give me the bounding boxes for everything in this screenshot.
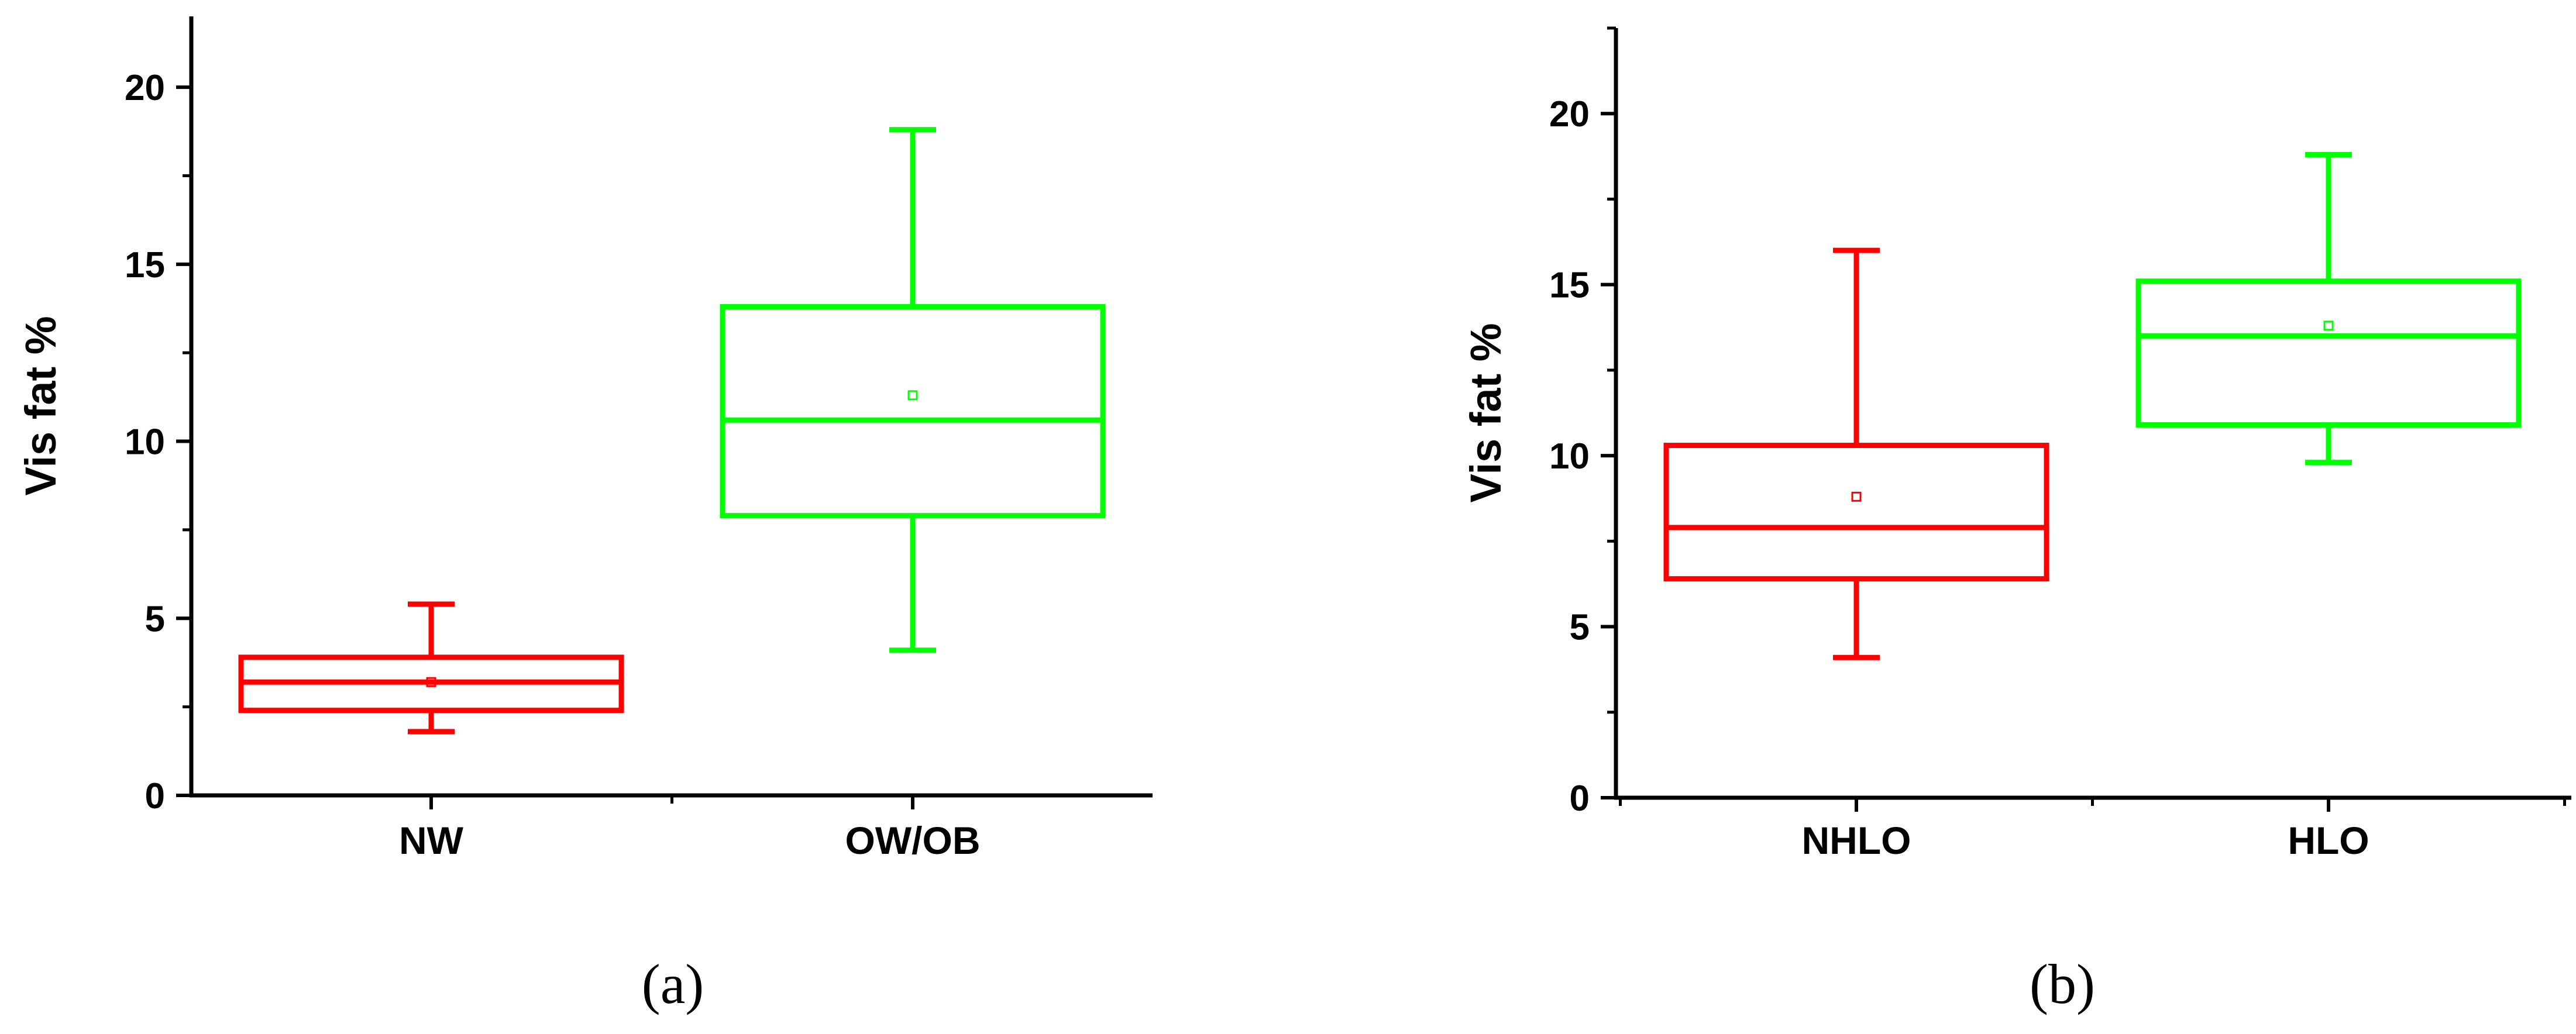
box-plot-ow-ob bbox=[720, 127, 1106, 653]
y-tick-label: 0 bbox=[145, 776, 165, 816]
y-tick-label: 10 bbox=[125, 422, 165, 463]
panel-a-chart: 0 5 10 15 20 NW OW/OB Vis fat % (a) bbox=[16, 16, 1153, 1015]
x-category-label: HLO bbox=[2288, 819, 2369, 862]
mean-marker bbox=[907, 390, 918, 401]
x-category-label: NW bbox=[399, 819, 464, 862]
panel-label: (a) bbox=[642, 953, 704, 1015]
iqr-box bbox=[1663, 443, 2049, 582]
y-axis-title: Vis fat % bbox=[1461, 323, 1510, 502]
y-tick-label: 10 bbox=[1549, 436, 1590, 477]
y-axis-title: Vis fat % bbox=[16, 316, 65, 495]
mean-marker bbox=[426, 677, 436, 687]
y-tick-label: 5 bbox=[145, 599, 165, 639]
mean-marker bbox=[2323, 320, 2334, 331]
x-category-label: OW/OB bbox=[845, 819, 981, 862]
mean-marker bbox=[1851, 491, 1862, 502]
y-tick-label: 20 bbox=[125, 68, 165, 108]
iqr-box bbox=[2135, 278, 2522, 428]
box-plot-nhlo bbox=[1663, 247, 2049, 660]
x-category-label: NHLO bbox=[1802, 819, 1911, 862]
y-tick-label: 15 bbox=[125, 245, 165, 285]
y-tick-label: 20 bbox=[1549, 94, 1590, 135]
y-tick-label: 5 bbox=[1570, 608, 1590, 648]
box-plot-nw bbox=[238, 601, 624, 735]
iqr-box bbox=[720, 304, 1106, 519]
panel-b-chart: 0 5 10 15 20 NHLO HLO Vis fat % (b) bbox=[1461, 26, 2571, 1015]
panel-label: (b) bbox=[2030, 953, 2095, 1015]
y-tick-label: 0 bbox=[1570, 778, 1590, 819]
box-plot-hlo bbox=[2135, 151, 2522, 466]
y-tick-label: 15 bbox=[1549, 266, 1590, 306]
